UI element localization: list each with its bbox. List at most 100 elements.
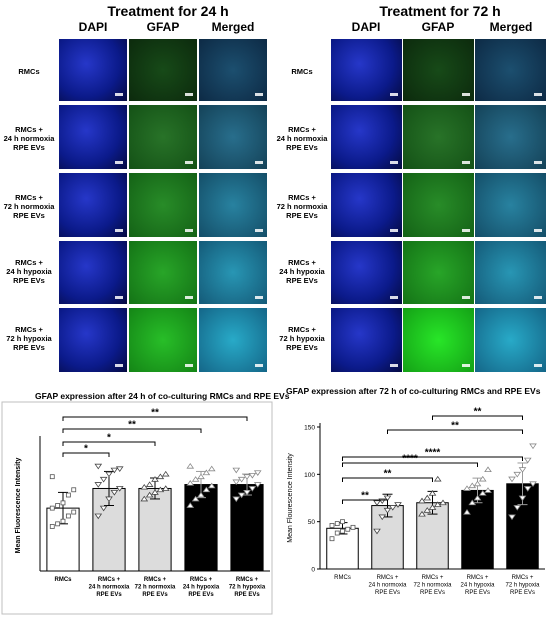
data-point (518, 495, 527, 502)
data-point (115, 486, 124, 492)
scale-bar (390, 229, 398, 232)
data-point (340, 519, 345, 525)
micrograph-24h-dapi-row-1 (58, 38, 128, 102)
data-point (94, 513, 103, 520)
data-point (55, 521, 61, 527)
col-header-gfap: GFAP (421, 20, 455, 34)
data-point (248, 486, 257, 492)
category-label: 72 h normoxia (413, 583, 452, 589)
category-label: 24 h normoxia (89, 585, 130, 591)
micrograph-24h-gfap-row-1 (128, 38, 198, 102)
scale-bar (462, 161, 470, 164)
scale-bar (185, 364, 193, 367)
data-point (207, 465, 216, 472)
scale-bar (185, 296, 193, 299)
significance-bracket (342, 477, 433, 482)
scale-bar (462, 229, 470, 232)
data-point (197, 473, 205, 480)
data-point (478, 475, 487, 482)
scale-bar (462, 296, 470, 299)
data-point (71, 487, 77, 493)
data-point (243, 490, 251, 496)
category-label: RPE EVs (234, 592, 260, 598)
micrograph-72h-dapi-row-5 (330, 307, 403, 373)
scale-bar (185, 93, 193, 96)
category-label: RPE EVs (96, 592, 122, 598)
scale-bar (390, 364, 398, 367)
micrograph-24h-merged-row-3 (198, 172, 268, 238)
y-tick-label: 50 (308, 519, 316, 526)
col-header-merged: Merged (489, 20, 533, 34)
scale-bar (115, 296, 123, 299)
data-point (433, 501, 442, 508)
data-point (439, 499, 447, 506)
data-point (433, 475, 442, 482)
scale-bar (390, 296, 398, 299)
data-point (329, 523, 335, 528)
micrograph-72h-merged-row-1 (474, 38, 547, 102)
col-header-dapi: DAPI (351, 20, 381, 34)
significance-label: ** (151, 408, 159, 419)
data-point (140, 483, 149, 490)
data-point (350, 524, 356, 530)
micrograph-72h-gfap-row-5 (402, 307, 475, 373)
micrograph-24h-merged-row-1 (198, 38, 268, 102)
scale-bar (462, 364, 470, 367)
data-point (49, 524, 55, 529)
category-label: 72 h normoxia (135, 585, 176, 591)
category-label: RMCs + (190, 577, 213, 583)
significance-bracket (62, 416, 248, 421)
row-label-24h-normoxia: RMCs + 24 h normoxia RPE EVs (3, 125, 55, 152)
micrograph-24h-merged-row-2 (198, 104, 268, 170)
row-label-72h-normoxia: RMCs + 72 h normoxia RPE EVs (276, 193, 328, 220)
significance-bracket (432, 415, 523, 420)
data-point (248, 472, 257, 479)
data-point (71, 509, 77, 515)
significance-label: * (107, 433, 111, 444)
micrograph-72h-dapi-row-2 (330, 104, 403, 170)
panel-72h-title: Treatment for 72 h (379, 3, 501, 19)
data-point (197, 491, 205, 498)
y-tick-label: 150 (304, 425, 315, 432)
data-point (207, 482, 216, 489)
category-label: RMCs + (144, 577, 167, 583)
data-point (161, 485, 170, 491)
micrograph-72h-gfap-row-3 (402, 172, 475, 238)
micrograph-24h-gfap-row-2 (128, 104, 198, 170)
category-label: 72 h hypoxia (505, 583, 540, 589)
scale-bar (462, 93, 470, 96)
significance-label: ** (361, 491, 369, 502)
scale-bar (185, 229, 193, 232)
data-point (529, 443, 537, 450)
data-point (513, 505, 522, 511)
data-point (383, 495, 392, 502)
data-point (60, 500, 66, 506)
y-tick-label: 0 (311, 567, 315, 574)
data-point (463, 485, 471, 491)
data-point (191, 495, 200, 502)
significance-label: * (84, 444, 88, 455)
data-point (373, 500, 381, 506)
data-point (418, 510, 426, 517)
micrograph-72h-gfap-row-4 (402, 240, 475, 305)
significance-bracket (342, 456, 523, 461)
data-point (151, 476, 159, 482)
category-label: RMCs + (98, 577, 121, 583)
data-point (428, 504, 437, 510)
bar-chart-24h: Mean Fluorescence Intensity RMCs RMCs + 24 … (1, 401, 273, 615)
col-header-merged: Merged (211, 20, 255, 34)
data-point (523, 486, 532, 492)
data-point (508, 476, 516, 483)
data-point (60, 518, 66, 524)
significance-bracket (342, 462, 478, 467)
data-point (99, 505, 108, 512)
category-label: RPE EVs (375, 590, 400, 596)
micrograph-24h-dapi-row-2 (58, 104, 128, 170)
data-point (513, 471, 522, 478)
category-label: 72 h hypoxia (229, 585, 266, 591)
data-point (484, 487, 492, 493)
data-point (378, 514, 387, 521)
category-label: 24 h hypoxia (183, 585, 220, 591)
category-label: RMCs (334, 575, 351, 581)
data-point (110, 490, 119, 496)
